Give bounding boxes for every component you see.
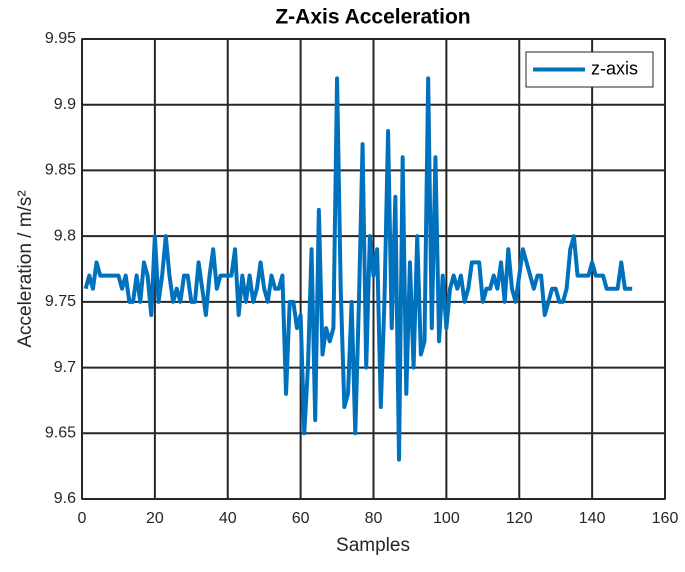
y-tick-label: 9.9 <box>54 96 76 113</box>
y-tick-label: 9.85 <box>45 162 76 179</box>
y-tick-label: 9.6 <box>54 490 76 507</box>
y-tick-label: 9.95 <box>45 30 76 47</box>
x-tick-label: 140 <box>579 510 606 527</box>
x-tick-label: 60 <box>292 510 310 527</box>
x-tick-label: 100 <box>433 510 460 527</box>
x-tick-label: 80 <box>365 510 383 527</box>
x-tick-label: 20 <box>146 510 164 527</box>
legend-label: z-axis <box>591 58 638 78</box>
x-axis-label: Samples <box>336 535 410 556</box>
y-axis-label: Acceleration / m/s² <box>15 190 36 347</box>
y-tick-label: 9.7 <box>54 359 76 376</box>
y-tick-label: 9.8 <box>54 227 76 244</box>
x-tick-label: 0 <box>78 510 87 527</box>
data-line <box>83 76 633 462</box>
x-tick-label: 120 <box>506 510 533 527</box>
x-tick-label: 40 <box>219 510 237 527</box>
chart-title: Z-Axis Acceleration <box>275 6 470 29</box>
y-tick-label: 9.65 <box>45 425 76 442</box>
x-tick-label: 160 <box>652 510 679 527</box>
axes-frame <box>81 38 666 500</box>
y-tick-label: 9.75 <box>45 293 76 310</box>
